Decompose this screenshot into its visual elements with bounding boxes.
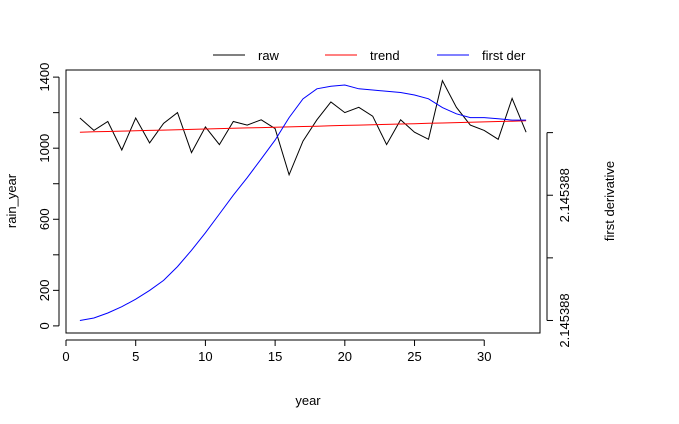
y-tick-label: 1000 <box>37 134 52 163</box>
x-tick-label: 15 <box>268 349 282 364</box>
series-line-raw <box>79 79 527 177</box>
x-axis-label: year <box>295 393 321 408</box>
y-tick-label: 1400 <box>37 63 52 92</box>
legend-label: trend <box>370 48 400 63</box>
y2-tick-label: 2.145388 <box>557 293 572 347</box>
series-line-trend <box>79 120 527 133</box>
x-tick-label: 30 <box>477 349 491 364</box>
x-tick-label: 20 <box>338 349 352 364</box>
y-tick-label: 600 <box>37 208 52 230</box>
legend-label: raw <box>258 48 280 63</box>
series-line-first-der <box>79 84 527 321</box>
y2-tick-label: 2.145388 <box>557 168 572 222</box>
x-tick-label: 25 <box>407 349 421 364</box>
plot-frame <box>65 69 541 334</box>
y-axis-label: rain_year <box>4 173 19 228</box>
legend-label: first der <box>482 48 526 63</box>
x-tick-label: 0 <box>62 349 69 364</box>
y-tick-label: 0 <box>37 322 52 329</box>
x-tick-label: 5 <box>132 349 139 364</box>
y2-axis-label: first derivative <box>602 161 617 241</box>
x-tick-label: 10 <box>198 349 212 364</box>
y-tick-label: 200 <box>37 279 52 301</box>
